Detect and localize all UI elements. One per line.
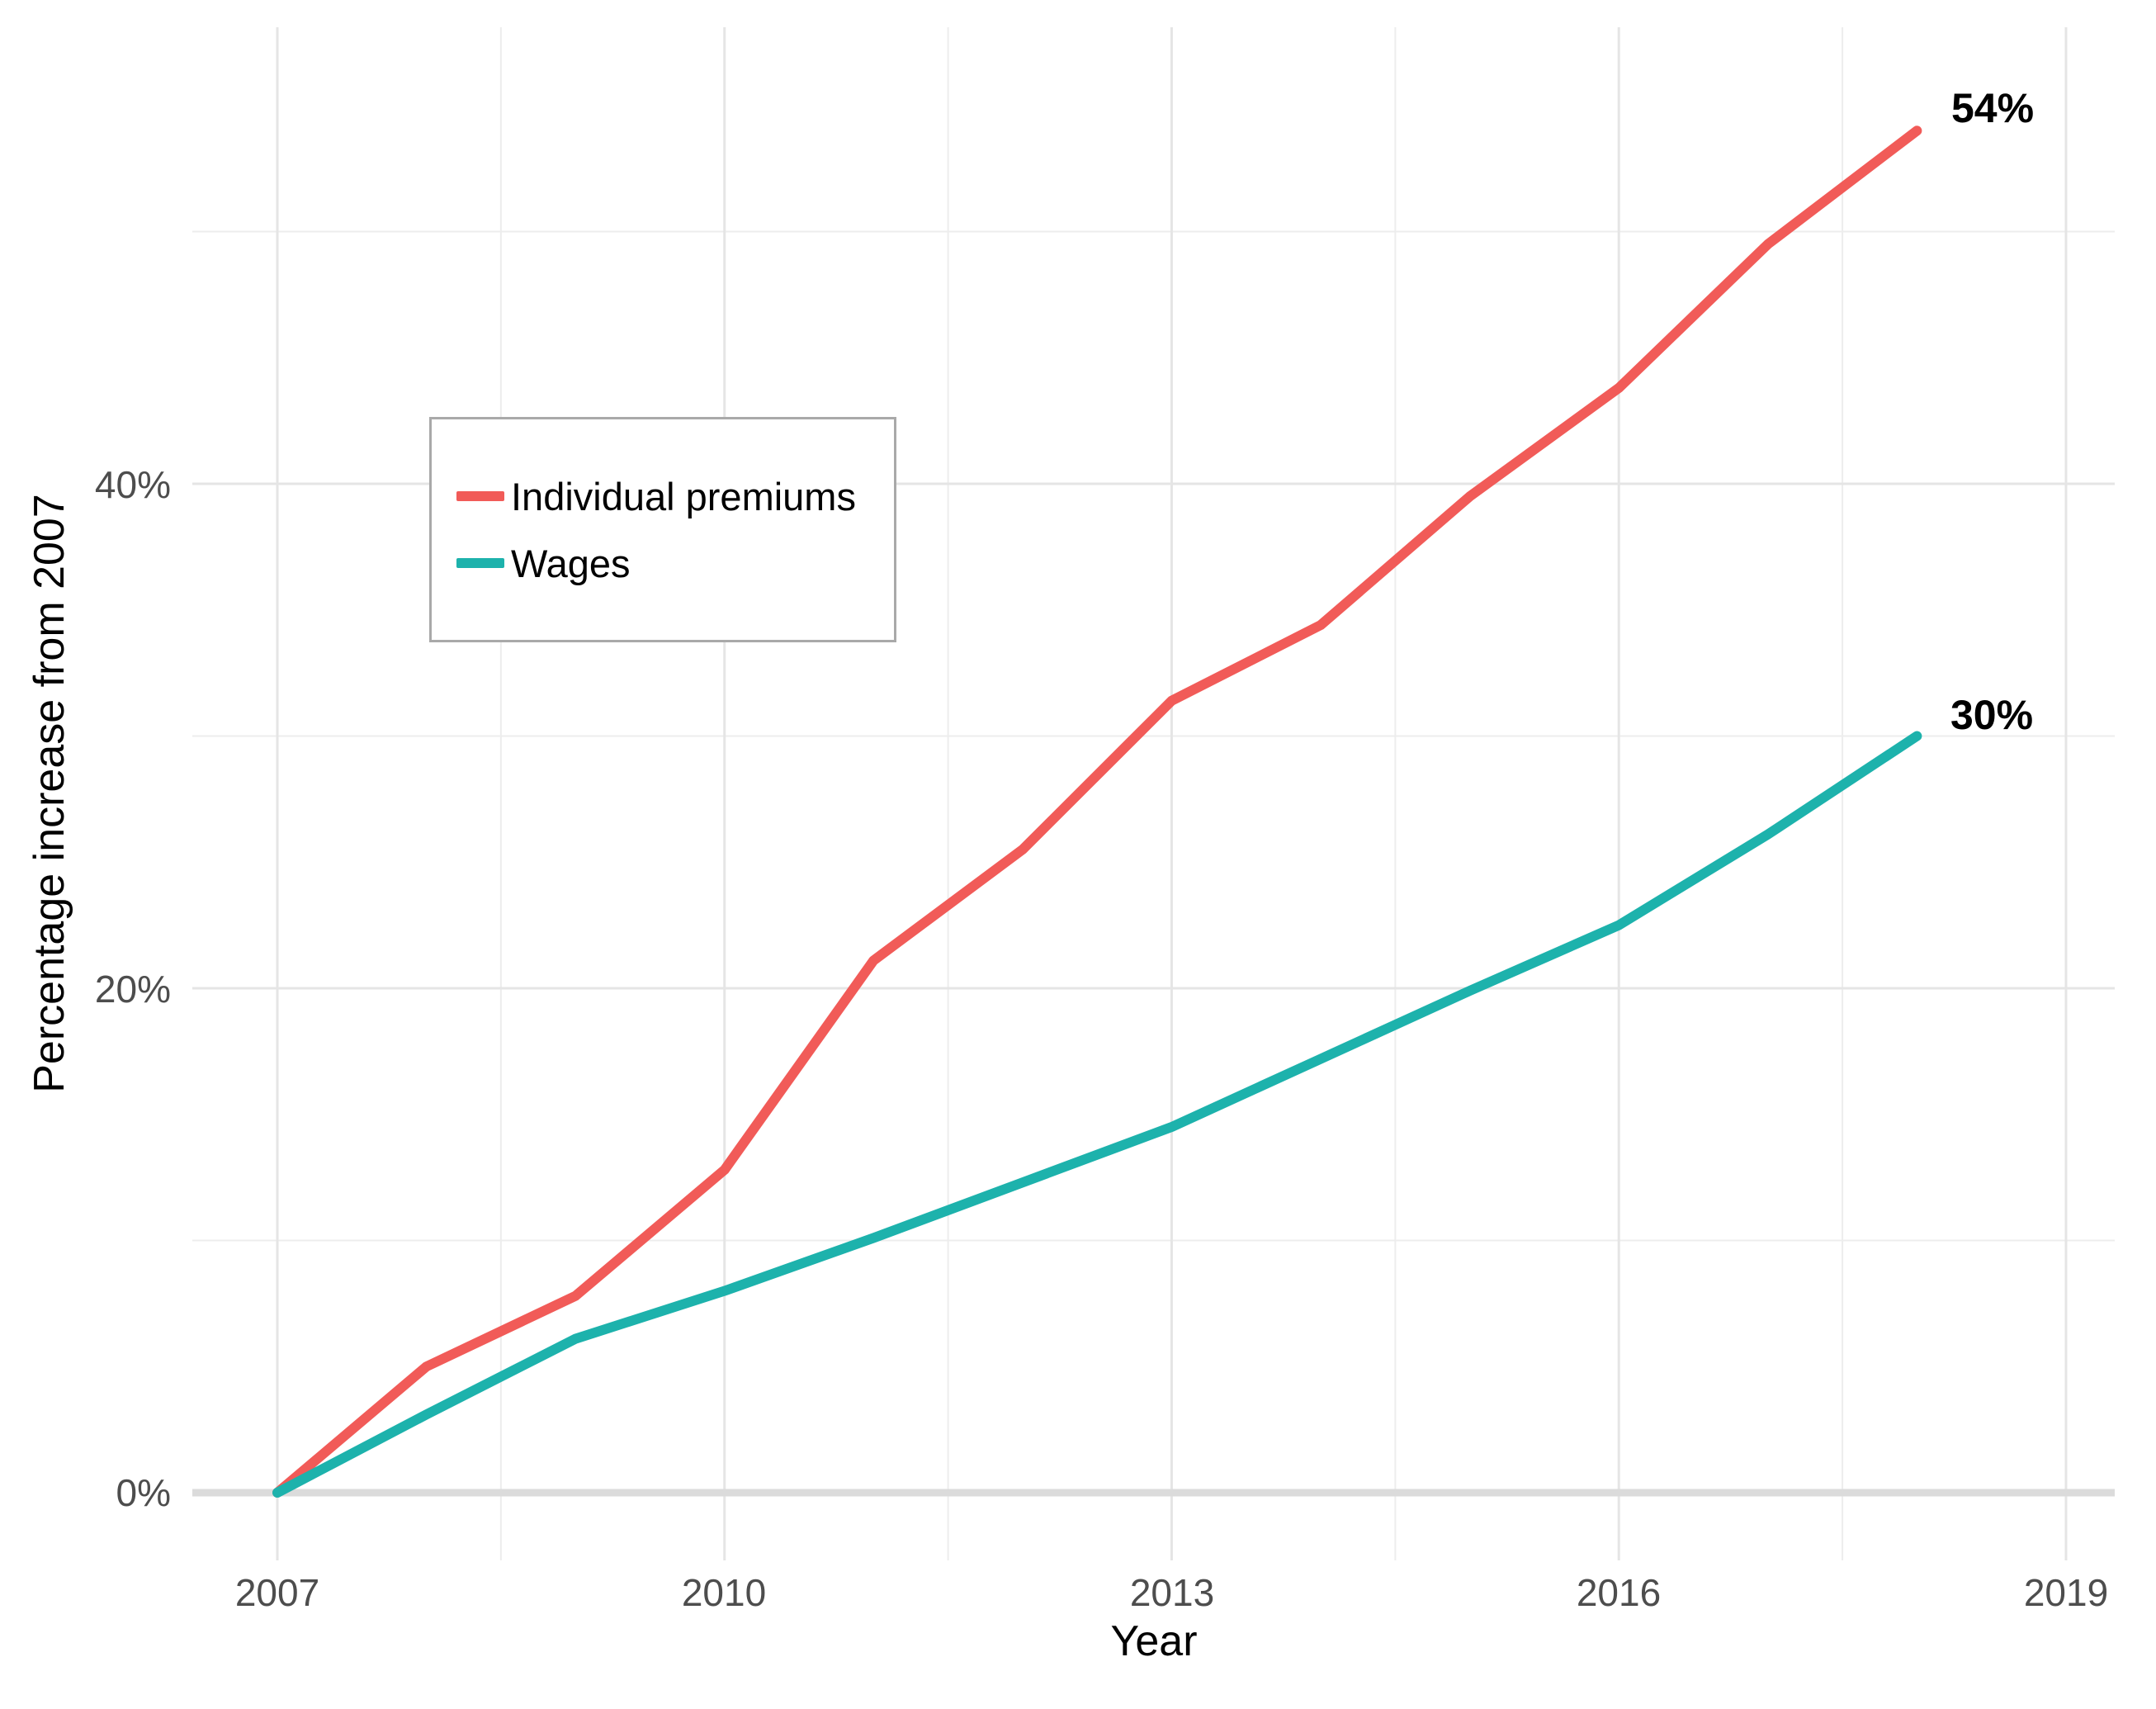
wages-line <box>272 731 1922 1498</box>
x-tick-2019: 2019 <box>2023 1571 2109 1614</box>
x-tick-2007: 2007 <box>234 1571 320 1614</box>
legend: Individual premiums Wages <box>429 417 896 642</box>
legend-item-wages: Wages <box>456 544 894 583</box>
x-tick-2013: 2013 <box>1129 1571 1215 1614</box>
premiums-line <box>272 125 1922 1498</box>
wages-line-swatch-icon <box>456 558 504 568</box>
y-tick-0: 0% <box>116 1471 171 1514</box>
legend-label-wages: Wages <box>511 541 631 585</box>
premiums-end-label: 54% <box>1950 85 2035 131</box>
premiums-line-swatch-icon <box>456 491 504 501</box>
legend-item-premiums: Individual premiums <box>456 477 894 516</box>
y-tick-40: 40% <box>94 463 171 506</box>
legend-label-premiums: Individual premiums <box>511 474 856 518</box>
x-tick-2016: 2016 <box>1576 1571 1662 1614</box>
x-tick-2010: 2010 <box>681 1571 767 1614</box>
y-axis-title: Percentage increase from 2007 <box>26 494 73 1093</box>
x-axis-title: Year <box>1110 1617 1198 1665</box>
y-tick-20: 20% <box>94 968 171 1011</box>
wages-end-label: 30% <box>1950 692 2034 738</box>
